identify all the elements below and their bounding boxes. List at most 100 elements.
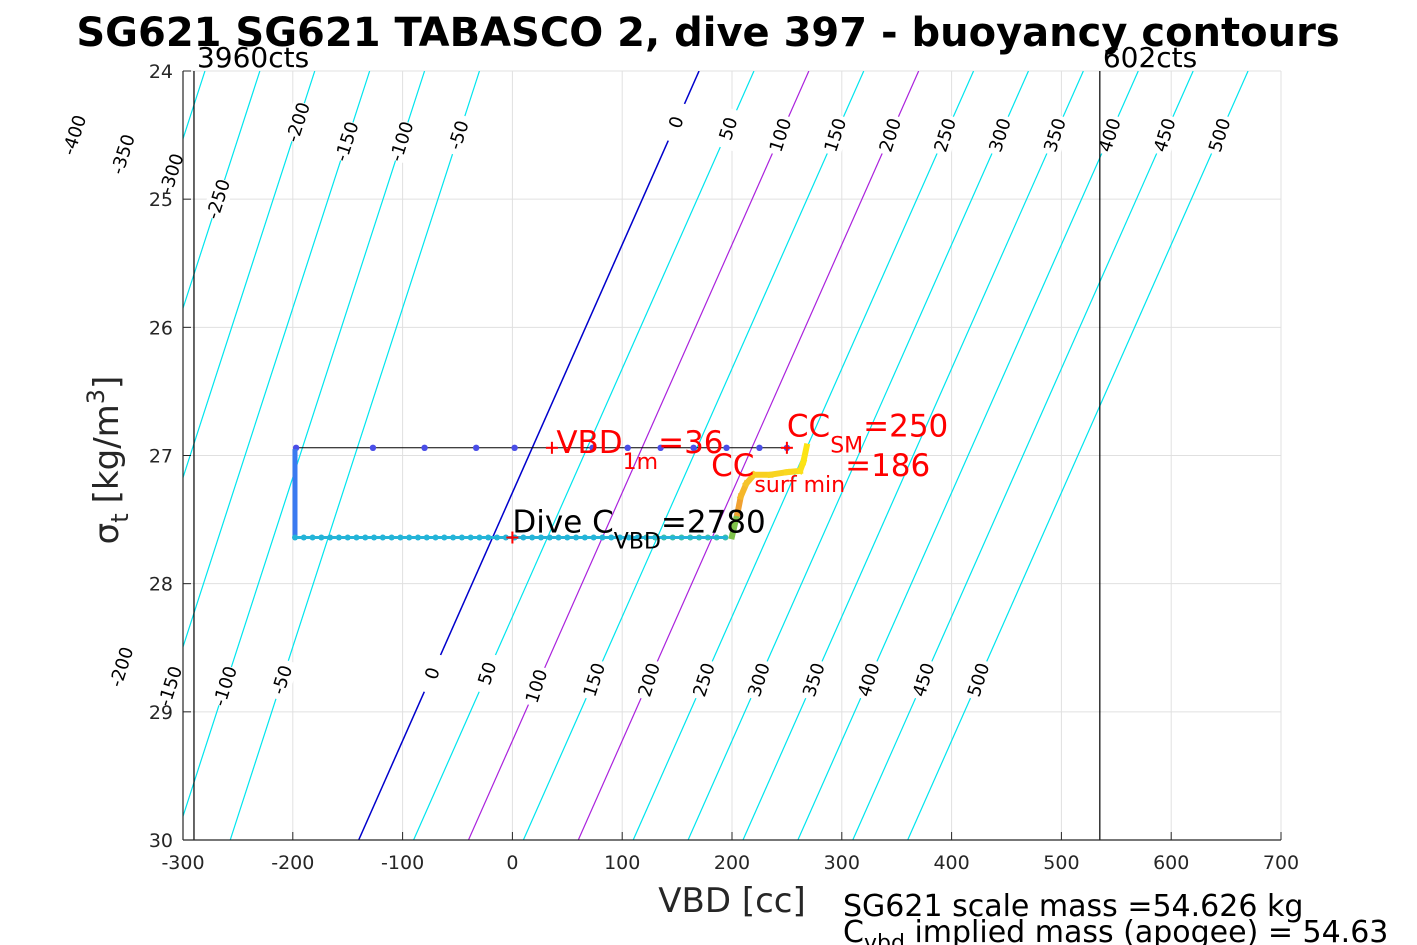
contour-label-top--150: -150 [331, 119, 364, 164]
annotation-2: CCsurf min=186 [711, 448, 930, 498]
climb-point-2 [421, 444, 428, 452]
contour-label-bg-top-500 [1203, 112, 1237, 158]
implied-mass-text: Cvbd implied mass (apogee) = 54.63 [843, 915, 1388, 945]
contour-label-bg-top-0 [659, 99, 693, 145]
climb-point-10 [756, 444, 763, 452]
contour-line-150 [522, 71, 865, 840]
contour-label-bg-top-200 [873, 112, 907, 158]
contour-line-450 [852, 71, 1194, 840]
contour-label-bg-top--150 [330, 119, 364, 164]
y-axis-label: σt [kg/m3] [82, 376, 134, 545]
contour-line-350 [742, 71, 1084, 840]
climb-point-1 [369, 444, 377, 452]
contour-line--50 [229, 71, 481, 840]
contour-label-bg-top--350 [106, 131, 140, 177]
contour-label-bg-top-450 [1148, 112, 1182, 158]
contour-label-bg-bottom-150 [577, 657, 611, 703]
contour-label-bg-bottom-300 [742, 657, 776, 703]
contour-label-bg-top-250 [928, 112, 962, 158]
contour-label-bottom--100: -100 [209, 664, 242, 709]
marker-points [506, 441, 793, 544]
annotation-main-0: VBD [556, 425, 622, 461]
annotation-value-0: =36 [658, 425, 723, 461]
contour-line-400 [797, 71, 1139, 840]
x-tick-label-3: 0 [506, 852, 518, 874]
contour-label-top--200: -200 [282, 100, 315, 145]
annotation-main-1: CC [787, 408, 830, 444]
contour-label-top--400: -400 [59, 113, 92, 158]
climb-point-7 [657, 444, 664, 452]
contour-line--350 [0, 71, 150, 840]
climb-point-4 [511, 444, 518, 452]
contour-line--100 [183, 71, 426, 819]
chart-title: SG621 SG621 TABASCO 2, dive 397 - buoyan… [76, 10, 1339, 56]
y-axis-label-main: σ [87, 523, 127, 545]
contour-label-top-200: 200 [875, 116, 906, 155]
climb-point-3 [472, 444, 480, 452]
x-tick-label-7: 400 [933, 852, 969, 874]
contour-label-top-300: 300 [985, 116, 1016, 155]
contour-label-bg-bottom-500 [961, 657, 996, 703]
annotation-sub-0: 1m [623, 450, 658, 475]
y-tick-label-3: 27 [149, 446, 173, 468]
contour-label-bg-top--250 [201, 176, 235, 222]
climb-point-8 [690, 444, 697, 452]
contour-label-bottom-500: 500 [964, 660, 995, 699]
contour-line-300 [687, 71, 1030, 840]
contour-label-bg-top--400 [57, 112, 92, 158]
apogee-segment-8 [799, 442, 811, 466]
scale-mass-text: SG621 scale mass =54.626 kg [843, 889, 1303, 924]
annotation-main-2: CC [711, 448, 754, 484]
contour-label-bg-top--50 [442, 112, 476, 158]
contour-label-bg-bottom--150 [153, 663, 187, 709]
y-axis-label-unit: [kg/m [87, 404, 127, 503]
apogee-segment-0 [728, 509, 742, 540]
y-tick-label-5: 29 [149, 702, 173, 724]
contour-label-bg-bottom--100 [208, 663, 242, 709]
contour-label-bg-top-100 [763, 112, 798, 158]
x-tick-label-4: 100 [604, 852, 640, 874]
grid-lines [182, 70, 1282, 841]
contour-label-top--100: -100 [386, 119, 419, 164]
x-axis-label: VBD [cc] [658, 881, 806, 921]
climb-point-5 [589, 444, 596, 452]
contour-label-bg-top--300 [155, 151, 189, 196]
y-tick-label-2: 26 [149, 317, 173, 339]
annotation-sub-1: SM [830, 433, 863, 458]
vbd-limit-label-1: 602cts [1103, 41, 1197, 74]
annotation-0: VBD1m=36 [556, 425, 723, 475]
contour-label-bg-top-350 [1038, 112, 1072, 158]
implied-mass-sub: vbd [864, 931, 905, 945]
contour-label-bg-bottom-0 [415, 650, 450, 696]
contour-line--400 [0, 71, 95, 840]
contour-label-bg-bottom-350 [797, 657, 831, 703]
y-axis-label-sub: t [106, 513, 134, 522]
y-tick-label-1: 25 [149, 189, 173, 211]
annotation-sub-3: VBD [614, 529, 661, 554]
contour-label-bg-top-300 [983, 112, 1017, 158]
contour-label-bg-bottom-450 [907, 657, 941, 703]
x-tick-label-1: -200 [271, 852, 314, 874]
contour-label-bg-top--200 [281, 99, 315, 145]
x-tick-label-9: 600 [1153, 852, 1189, 874]
contour-label-top-250: 250 [930, 116, 961, 155]
contour-label-bottom-350: 350 [799, 660, 830, 699]
contour-label-bottom-150: 150 [579, 660, 610, 699]
contour-label-bg-bottom--200 [104, 644, 139, 690]
x-tick-label-0: -300 [161, 852, 204, 874]
contour-label-bg-bottom-200 [632, 657, 666, 703]
annotation-1: CCSM=250 [787, 408, 948, 458]
annotation-value-2: =186 [845, 448, 930, 484]
implied-mass-rest: implied mass (apogee) = 54.63 [905, 915, 1389, 945]
y-axis-label-sup: 3 [82, 389, 110, 404]
contour-label-top--350: -350 [107, 132, 140, 177]
contour-label-bg-bottom--50 [265, 657, 299, 703]
contour-label-top-450: 450 [1150, 116, 1181, 155]
contour-label-bottom-100: 100 [522, 667, 553, 706]
contour-label-bg-bottom-400 [852, 657, 886, 703]
climb-point-9 [723, 444, 730, 452]
x-tick-label-6: 300 [824, 852, 860, 874]
vbd-limit-lines: 3960cts 602cts [193, 41, 1197, 840]
dive-data [291, 442, 811, 541]
